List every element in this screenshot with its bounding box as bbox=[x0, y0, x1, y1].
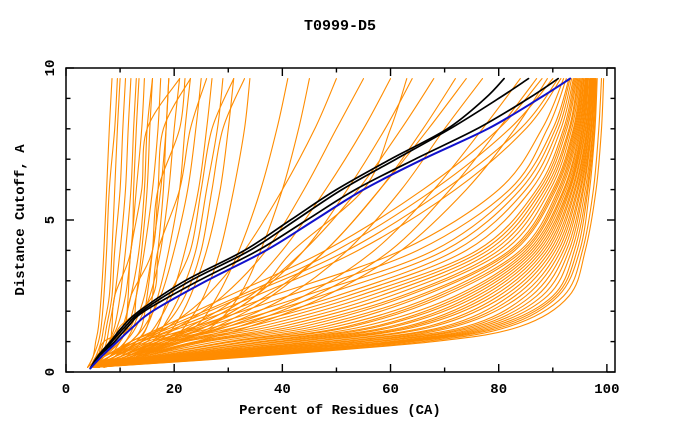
model-curve-orange bbox=[87, 78, 118, 368]
model-curve-orange bbox=[89, 78, 562, 368]
model-curve-orange bbox=[87, 78, 113, 368]
model-curve-orange bbox=[95, 78, 208, 368]
y-axis-label: Distance Cutoff, A bbox=[13, 144, 29, 296]
model-curve-orange bbox=[89, 78, 543, 368]
x-tick-label: 80 bbox=[490, 382, 507, 398]
model-curve-orange bbox=[92, 78, 587, 368]
model-curve-orange bbox=[92, 78, 577, 368]
y-tick-label: 0 bbox=[43, 368, 59, 376]
model-curve-orange bbox=[92, 78, 605, 368]
model-curve-orange bbox=[92, 78, 585, 368]
model-curve-orange bbox=[89, 78, 554, 368]
x-tick-label: 40 bbox=[274, 382, 291, 398]
chart-title: T0999-D5 bbox=[304, 18, 376, 35]
model-curve-orange bbox=[92, 78, 573, 368]
y-tick-label: 10 bbox=[43, 60, 59, 77]
model-curve-orange bbox=[89, 78, 140, 368]
model-curve-black bbox=[89, 77, 560, 370]
model-curve-blue bbox=[89, 77, 572, 370]
model-curve-orange bbox=[92, 78, 589, 368]
model-curve-orange bbox=[89, 78, 191, 368]
model-curve-orange bbox=[92, 78, 591, 368]
blue-curve-group bbox=[89, 77, 572, 370]
model-curve-orange bbox=[92, 78, 581, 368]
model-curve-orange bbox=[92, 78, 571, 368]
model-curve-orange bbox=[89, 78, 121, 368]
black-curve-group bbox=[89, 77, 560, 370]
model-curve-black bbox=[89, 77, 530, 370]
model-curve-orange bbox=[92, 78, 580, 368]
model-curve-orange bbox=[92, 78, 575, 368]
x-tick-label: 20 bbox=[166, 382, 183, 398]
model-curve-orange bbox=[92, 78, 582, 368]
axis-ticks bbox=[65, 67, 615, 373]
x-tick-label: 100 bbox=[594, 382, 619, 398]
model-curve-orange bbox=[92, 78, 593, 368]
model-curve-orange bbox=[92, 78, 592, 368]
model-curve-black bbox=[89, 77, 505, 370]
y-tick-label: 5 bbox=[43, 216, 59, 224]
model-curve-orange bbox=[92, 78, 584, 368]
model-curve-orange bbox=[92, 78, 592, 368]
model-curve-orange bbox=[92, 78, 570, 368]
model-curve-orange bbox=[92, 78, 579, 368]
tick-labels: 0 20 40 60 80 100 0 5 10 bbox=[43, 60, 619, 398]
model-curve-orange bbox=[89, 78, 567, 368]
model-curve-orange bbox=[92, 78, 246, 368]
model-curve-orange bbox=[92, 78, 574, 368]
model-curve-orange bbox=[92, 78, 590, 368]
model-curve-orange bbox=[92, 78, 578, 368]
model-curve-orange bbox=[97, 78, 548, 368]
x-tick-label: 60 bbox=[382, 382, 399, 398]
model-curve-orange bbox=[92, 78, 538, 368]
model-curve-orange bbox=[92, 78, 588, 368]
x-tick-label: 0 bbox=[62, 382, 70, 398]
x-axis-label: Percent of Residues (CA) bbox=[239, 403, 441, 419]
model-curve-orange bbox=[89, 78, 559, 368]
